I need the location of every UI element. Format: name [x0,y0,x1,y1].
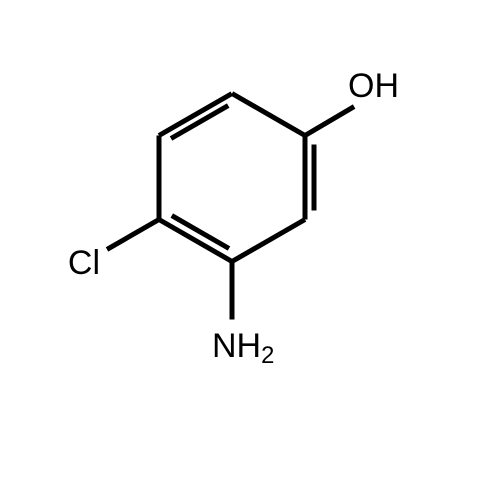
nh2-label: NH2 [212,327,274,366]
bond-line [231,91,306,137]
nh2-subscript: 2 [261,342,274,369]
bond-line [303,135,308,219]
cl-label: Cl [68,244,100,283]
bond-line [158,217,233,263]
bond-line [158,91,233,137]
bond-line [304,104,355,137]
oh-label: OH [348,67,399,106]
bond-line [230,261,235,319]
bond-line [231,217,306,263]
bond-line [106,217,161,251]
bond-line [312,144,317,210]
chemical-structure-diagram: OH Cl NH2 [0,0,500,500]
nh2-text: NH [212,327,261,365]
bond-line [157,135,162,219]
